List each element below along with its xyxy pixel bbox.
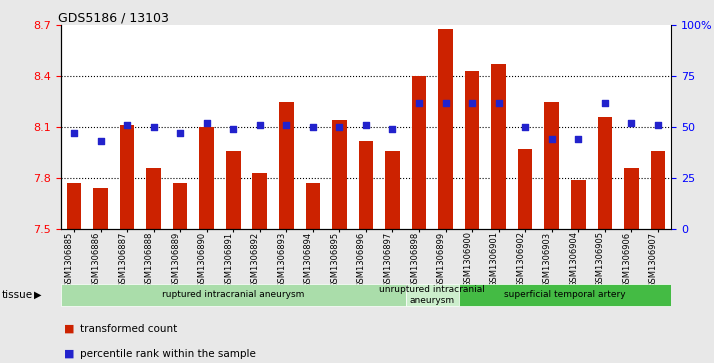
Bar (120, 125, 134, 229)
Text: unruptured intracranial
aneurysm: unruptured intracranial aneurysm (379, 285, 486, 305)
Point (333, 124, 345, 130)
Text: GSM1306891: GSM1306891 (224, 232, 233, 287)
Bar (385, 151, 400, 229)
Text: GSM1306895: GSM1306895 (331, 232, 339, 287)
Text: GSM1306903: GSM1306903 (543, 232, 552, 287)
Bar (173, 183, 188, 229)
Point (95, 138, 106, 144)
Bar (518, 149, 533, 229)
Bar (226, 151, 241, 229)
Text: GSM1306900: GSM1306900 (463, 232, 472, 287)
Text: percentile rank within the sample: percentile rank within the sample (80, 349, 256, 359)
Text: GSM1306906: GSM1306906 (623, 232, 631, 287)
Text: ▶: ▶ (34, 290, 42, 300)
Point (307, 124, 318, 130)
Text: GSM1306893: GSM1306893 (277, 232, 286, 287)
Point (599, 100, 610, 106)
Text: ■: ■ (64, 349, 75, 359)
Bar (544, 102, 559, 229)
Bar (199, 127, 214, 229)
FancyBboxPatch shape (61, 284, 406, 306)
Point (413, 100, 425, 106)
Text: superficial temporal artery: superficial temporal artery (504, 290, 625, 299)
Bar (332, 120, 347, 229)
Point (228, 126, 239, 132)
Point (493, 100, 504, 106)
Bar (465, 71, 479, 229)
Text: GSM1306899: GSM1306899 (436, 232, 446, 287)
Bar (146, 168, 161, 229)
Text: GSM1306898: GSM1306898 (410, 232, 419, 287)
Text: GSM1306905: GSM1306905 (595, 232, 605, 287)
Text: GSM1306894: GSM1306894 (304, 232, 313, 287)
Text: GSM1306896: GSM1306896 (357, 232, 366, 287)
Bar (491, 64, 506, 229)
Text: GDS5186 / 13103: GDS5186 / 13103 (58, 11, 169, 24)
Text: ruptured intracranial aneurysm: ruptured intracranial aneurysm (162, 290, 304, 299)
Point (69, 130, 80, 136)
Bar (94, 188, 108, 229)
Bar (358, 140, 373, 229)
Point (148, 124, 159, 130)
Bar (598, 117, 612, 229)
Point (360, 122, 371, 128)
Text: GSM1306897: GSM1306897 (383, 232, 393, 287)
Bar (624, 168, 638, 229)
FancyBboxPatch shape (459, 284, 671, 306)
Text: GSM1306888: GSM1306888 (145, 232, 154, 288)
Point (520, 124, 531, 130)
Text: GSM1306904: GSM1306904 (569, 232, 578, 287)
Bar (438, 29, 453, 229)
Point (121, 122, 133, 128)
Text: GSM1306890: GSM1306890 (198, 232, 206, 287)
Point (254, 122, 266, 128)
Bar (571, 180, 585, 229)
Bar (412, 76, 426, 229)
Point (625, 120, 637, 126)
Text: GSM1306907: GSM1306907 (649, 232, 658, 287)
Point (281, 122, 292, 128)
Text: GSM1306892: GSM1306892 (251, 232, 260, 287)
Text: tissue: tissue (1, 290, 33, 300)
Bar (650, 151, 665, 229)
Text: transformed count: transformed count (80, 323, 177, 334)
Point (174, 130, 186, 136)
Text: GSM1306885: GSM1306885 (65, 232, 74, 287)
Text: ■: ■ (64, 323, 75, 334)
Point (573, 136, 584, 142)
Bar (253, 173, 267, 229)
Bar (279, 102, 293, 229)
Text: GSM1306887: GSM1306887 (118, 232, 127, 288)
Point (440, 100, 451, 106)
Point (546, 136, 558, 142)
Text: GSM1306901: GSM1306901 (490, 232, 498, 287)
Text: GSM1306902: GSM1306902 (516, 232, 526, 287)
Point (466, 100, 478, 106)
Point (387, 126, 398, 132)
Text: GSM1306889: GSM1306889 (171, 232, 180, 287)
Point (201, 120, 212, 126)
Bar (66, 183, 81, 229)
Bar (306, 183, 320, 229)
Text: GSM1306886: GSM1306886 (91, 232, 101, 288)
FancyBboxPatch shape (406, 284, 459, 306)
Point (652, 122, 663, 128)
